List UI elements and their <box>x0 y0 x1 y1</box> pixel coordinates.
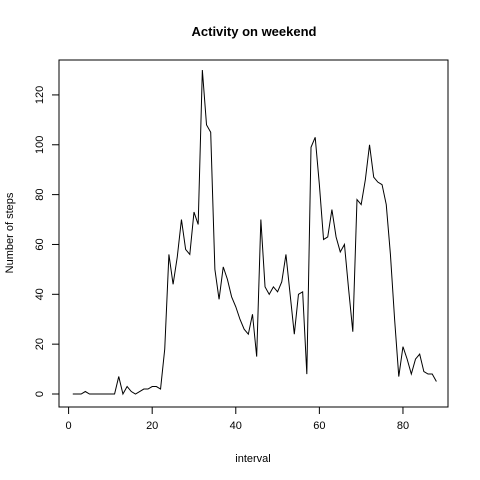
x-tick-label: 60 <box>313 420 325 432</box>
series-line-steps <box>72 69 437 396</box>
y-tick-label: 40 <box>34 288 46 300</box>
x-tick-label: 80 <box>397 420 409 432</box>
y-tick-label: 100 <box>34 136 46 154</box>
plot-frame <box>58 59 449 408</box>
y-tick-label: 0 <box>34 391 46 397</box>
y-axis-label: Number of steps <box>4 192 16 273</box>
y-tick-label: 120 <box>34 86 46 104</box>
x-axis-label: interval <box>235 453 270 465</box>
y-tick-label: 20 <box>34 338 46 350</box>
y-tick-label: 60 <box>34 238 46 250</box>
chart-title: Activity on weekend <box>192 24 317 39</box>
x-tick-label: 40 <box>230 420 242 432</box>
x-axis: 0 20 40 60 80 <box>66 406 409 432</box>
x-tick-label: 0 <box>66 420 72 432</box>
x-tick-label: 20 <box>146 420 158 432</box>
y-axis: 0 20 40 60 80 100 120 <box>34 86 60 397</box>
y-tick-label: 80 <box>34 188 46 200</box>
